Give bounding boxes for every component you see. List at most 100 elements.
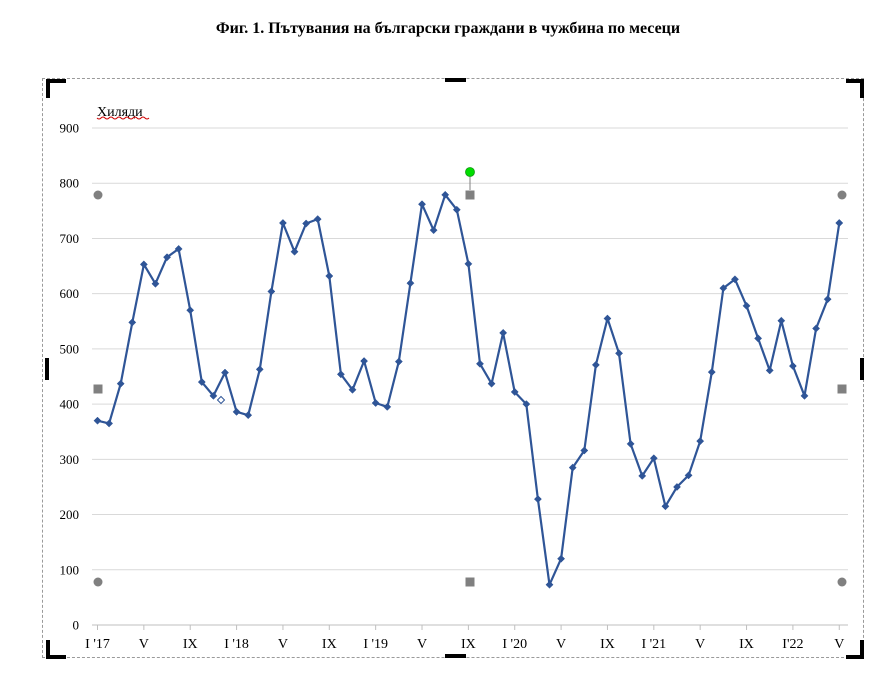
data-point[interactable]: [742, 301, 751, 310]
resize-handle-side[interactable]: [837, 384, 847, 394]
data-point[interactable]: [730, 275, 739, 284]
y-tick-label: 900: [60, 121, 80, 136]
data-point[interactable]: [777, 316, 786, 325]
y-tick-label: 800: [60, 176, 80, 191]
data-point[interactable]: [696, 437, 705, 446]
data-point[interactable]: [255, 365, 264, 374]
data-point[interactable]: [371, 399, 380, 407]
data-point[interactable]: [626, 439, 635, 448]
data-point[interactable]: [302, 219, 311, 228]
x-tick-label: I '18: [224, 637, 249, 652]
crop-corner-mark[interactable]: [846, 79, 864, 98]
page-title: Фиг. 1. Пътувания на български граждани …: [215, 20, 681, 37]
x-tick-label: I'22: [782, 637, 803, 652]
y-tick-label: 500: [60, 341, 80, 356]
data-point[interactable]: [673, 482, 681, 491]
data-point[interactable]: [383, 402, 392, 411]
data-point[interactable]: [499, 328, 508, 337]
data-point[interactable]: [174, 244, 183, 253]
data-point[interactable]: [128, 318, 137, 327]
data-point[interactable]: [661, 502, 670, 511]
axes: [92, 624, 848, 630]
data-point[interactable]: [812, 324, 821, 333]
data-point[interactable]: [707, 368, 716, 377]
data-point[interactable]: [232, 407, 241, 416]
data-point[interactable]: [360, 357, 369, 365]
data-point[interactable]: [800, 391, 809, 400]
data-point[interactable]: [429, 226, 438, 235]
data-point[interactable]: [452, 205, 461, 214]
y-tick-label: 700: [60, 231, 80, 246]
data-point[interactable]: [568, 463, 577, 472]
data-point[interactable]: [267, 287, 276, 296]
x-tick-label: V: [417, 637, 427, 652]
data-point[interactable]: [163, 253, 171, 262]
data-point[interactable]: [336, 370, 345, 379]
data-point[interactable]: [105, 419, 114, 428]
data-point[interactable]: [418, 200, 426, 209]
data-point[interactable]: [116, 379, 125, 388]
data-point[interactable]: [186, 306, 195, 315]
data-point[interactable]: [93, 416, 102, 425]
y-tick-label: 200: [60, 507, 80, 522]
x-tick-label: V: [834, 637, 844, 652]
data-point[interactable]: [325, 272, 334, 280]
resize-handle-side[interactable]: [93, 384, 103, 394]
data-point[interactable]: [464, 259, 473, 268]
resize-handle-side[interactable]: [465, 190, 475, 200]
data-point[interactable]: [765, 366, 774, 375]
data-point[interactable]: [522, 400, 531, 409]
resize-handle-corner[interactable]: [837, 190, 847, 200]
data-point[interactable]: [278, 219, 287, 227]
resize-handle-corner[interactable]: [93, 190, 103, 200]
data-point[interactable]: [510, 388, 519, 396]
data-point[interactable]: [394, 357, 403, 366]
data-point[interactable]: [197, 378, 206, 386]
selected-point-marker[interactable]: [216, 395, 226, 405]
data-point[interactable]: [615, 349, 624, 358]
x-tick-label: IX: [183, 637, 198, 652]
resize-handle-corner[interactable]: [837, 577, 847, 587]
data-point[interactable]: [545, 580, 554, 589]
resize-handle-corner[interactable]: [93, 577, 103, 587]
x-tick-label: IX: [739, 637, 754, 652]
data-point[interactable]: [139, 260, 148, 269]
data-point[interactable]: [244, 411, 253, 420]
series-line: [93, 190, 844, 589]
data-point[interactable]: [684, 471, 693, 480]
x-tick-label: IX: [322, 637, 337, 652]
data-point[interactable]: [406, 279, 415, 288]
crop-corner-mark[interactable]: [46, 640, 66, 659]
data-point[interactable]: [754, 334, 763, 343]
data-point[interactable]: [823, 295, 832, 304]
data-point[interactable]: [290, 247, 299, 256]
data-point[interactable]: [348, 385, 357, 394]
data-point[interactable]: [441, 190, 450, 199]
x-tick-label: V: [695, 637, 705, 652]
rotate-handle[interactable]: [465, 167, 475, 177]
data-point[interactable]: [151, 279, 160, 288]
data-point[interactable]: [580, 446, 589, 455]
data-point[interactable]: [835, 219, 844, 227]
data-point[interactable]: [649, 454, 658, 463]
data-point[interactable]: [719, 284, 728, 293]
data-point[interactable]: [533, 495, 542, 504]
crop-corner-mark[interactable]: [846, 640, 864, 659]
data-point[interactable]: [788, 362, 797, 370]
data-point[interactable]: [209, 391, 218, 400]
series-line-path: [97, 193, 841, 586]
data-point[interactable]: [476, 359, 484, 368]
data-point[interactable]: [313, 215, 322, 224]
x-tick-label: V: [556, 637, 566, 652]
data-point[interactable]: [638, 471, 647, 480]
data-point[interactable]: [487, 379, 496, 388]
resize-handle-side[interactable]: [465, 577, 475, 587]
data-point[interactable]: [557, 554, 566, 563]
y-tick-label: 300: [60, 452, 80, 467]
crop-corner-mark[interactable]: [46, 79, 66, 98]
data-point[interactable]: [591, 360, 600, 369]
data-point[interactable]: [603, 314, 612, 323]
data-point[interactable]: [221, 368, 229, 377]
x-tick-label: I '19: [363, 637, 388, 652]
